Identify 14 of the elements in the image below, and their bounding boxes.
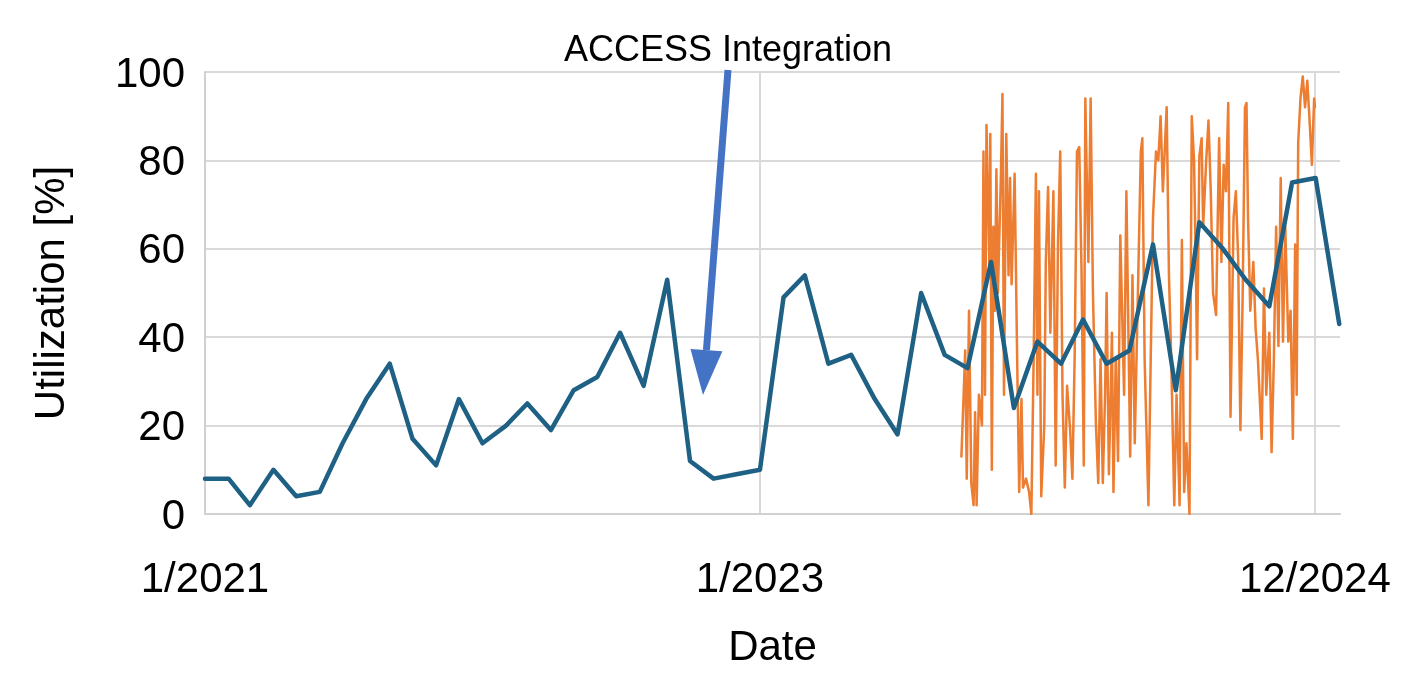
x-tick-label: 12/2024 <box>1239 553 1391 601</box>
y-tick-label: 100 <box>114 48 185 96</box>
line-series <box>960 75 1317 516</box>
x-axis-title: Date <box>728 621 817 669</box>
text: ACCESS Integration <box>563 27 893 69</box>
y-tick-label: 60 <box>138 225 185 273</box>
y-axis-title: Utilization [%] <box>25 165 73 421</box>
line-series <box>202 175 1342 508</box>
y-tick-label: 80 <box>138 136 185 184</box>
y-tick-label: 0 <box>161 490 185 538</box>
y-tick-label: 20 <box>138 402 185 450</box>
x-tick-label: 1/2023 <box>695 553 825 601</box>
y-tick-label: 40 <box>138 313 185 361</box>
x-tick-label: 1/2021 <box>140 553 270 601</box>
